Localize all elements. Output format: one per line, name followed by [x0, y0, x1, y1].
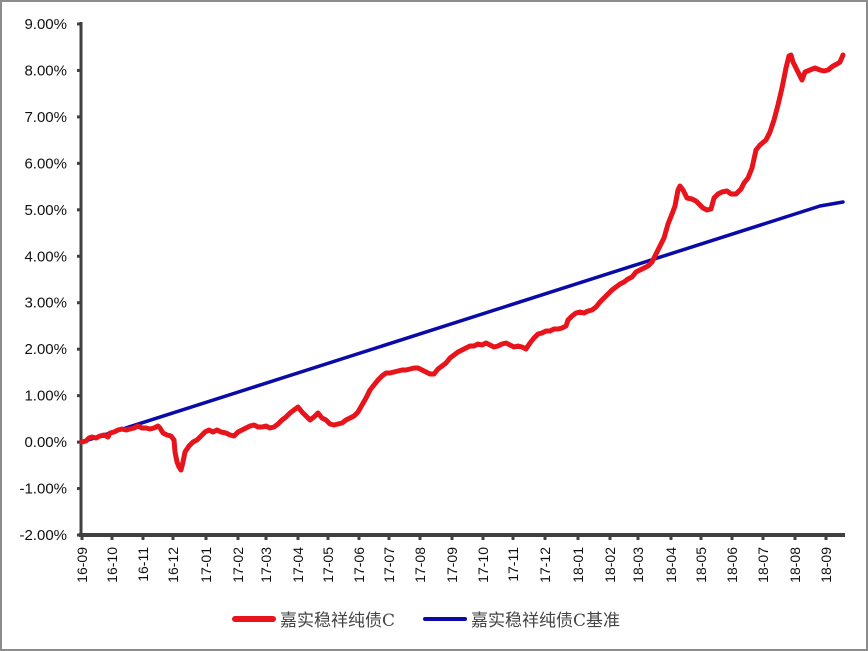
y-tick-label: 9.00%: [24, 16, 67, 33]
y-tick-label: -2.00%: [19, 527, 67, 544]
y-tick-label: 2.00%: [24, 341, 67, 358]
legend-label-benchmark: 嘉实稳祥纯债C基准: [471, 611, 621, 631]
x-tick-label: 17-01: [198, 547, 214, 583]
x-tick-label: 17-09: [444, 547, 460, 583]
x-tick-label: 18-06: [724, 547, 740, 583]
x-tick-label: 16-10: [104, 547, 120, 583]
y-tick-label: -1.00%: [19, 481, 67, 498]
x-axis: 16-09 16-10 16-11 16-12 17-01 17-02 17-03 17-04…: [74, 533, 845, 583]
x-tick-label: 18-02: [602, 547, 618, 583]
x-tick-label: 18-01: [570, 547, 586, 583]
x-tick-label: 18-07: [755, 547, 771, 583]
x-tick-label: 17-06: [351, 547, 367, 583]
x-tick-label: 17-12: [537, 547, 553, 583]
x-tick-label: 18-05: [693, 547, 709, 583]
y-tick-label: 7.00%: [24, 109, 67, 126]
y-tick-label: 5.00%: [24, 202, 67, 219]
y-tick-label: 3.00%: [24, 295, 67, 312]
x-tick-label: 17-08: [412, 547, 428, 583]
x-tick-label: 17-03: [258, 547, 274, 583]
x-tick-label: 17-11: [505, 547, 521, 582]
y-tick-label: 8.00%: [24, 62, 67, 79]
y-tick-label: 1.00%: [24, 388, 67, 405]
x-tick-label: 18-04: [663, 547, 679, 583]
x-tick-label: 17-07: [381, 547, 397, 583]
chart-legend: 嘉实稳祥纯债C 嘉实稳祥纯债C基准: [232, 606, 620, 631]
x-tick-label: 17-10: [475, 547, 491, 583]
legend-item-benchmark: 嘉实稳祥纯债C基准: [423, 606, 620, 631]
legend-label-fund: 嘉实稳祥纯债C: [280, 611, 396, 631]
x-tick-label: 17-04: [290, 547, 306, 583]
y-tick-label: 0.00%: [24, 434, 67, 451]
y-tick-label: 6.00%: [24, 155, 67, 172]
benchmark-series-line: [80, 200, 845, 444]
legend-item-fund: 嘉实稳祥纯债C: [232, 606, 395, 631]
x-tick-label: 17-05: [320, 547, 336, 583]
x-tick-label: 16-12: [165, 547, 181, 583]
legend-swatch-red-icon: [232, 615, 276, 622]
x-tick-label: 18-09: [818, 547, 834, 583]
x-tick-label: 17-02: [230, 547, 246, 583]
x-tick-label: 16-11: [135, 547, 151, 582]
y-tick-label: 4.00%: [24, 248, 67, 265]
x-tick-label: 18-03: [630, 547, 646, 583]
x-tick-label: 18-08: [787, 547, 803, 583]
legend-swatch-blue-icon: [423, 616, 468, 621]
y-axis: 9.00% 8.00% 7.00% 6.00% 5.00% 4.00% 3.00% 2.00%…: [19, 16, 83, 544]
fund-series-line: [79, 52, 846, 473]
x-tick-label: 16-09: [74, 547, 90, 583]
